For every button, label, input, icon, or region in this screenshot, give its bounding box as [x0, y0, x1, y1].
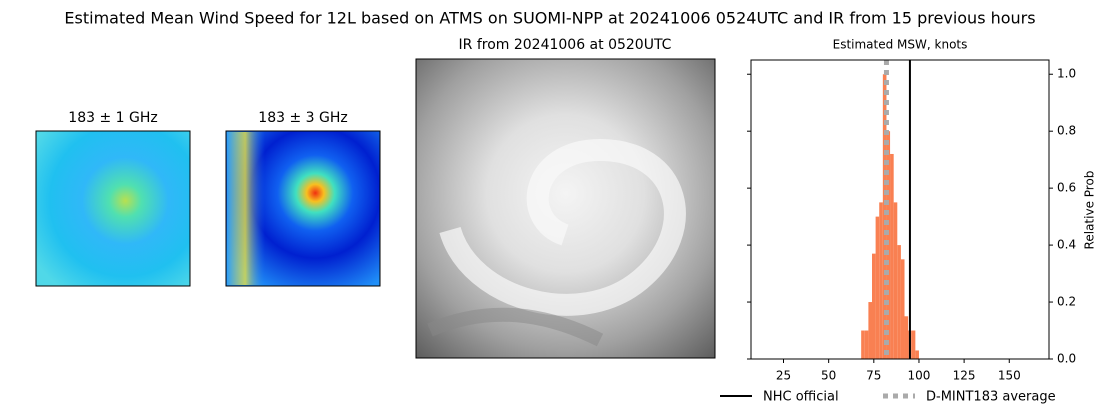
x-tick-label: 50 [821, 369, 836, 383]
ir-band [427, 307, 604, 347]
y-tick-label: 1.0 [1057, 67, 1076, 81]
bar [868, 302, 873, 359]
bar [886, 131, 891, 359]
panel-title: 183 ± 3 GHz [258, 110, 347, 126]
bar [897, 245, 901, 359]
bar [911, 330, 916, 359]
y-tick-label: 0.4 [1057, 238, 1076, 252]
bar [890, 153, 894, 359]
bar [879, 202, 883, 359]
x-tick-label: 150 [998, 369, 1021, 383]
legend-label: NHC official [763, 390, 839, 405]
plot-frame [750, 59, 1050, 360]
bar [900, 259, 905, 359]
histogram: Estimated MSW, knots Relative Prob NHC o… [720, 38, 1097, 405]
figure-title: Estimated Mean Wind Speed for 12L based … [64, 9, 1035, 28]
microwave-image [35, 130, 191, 287]
bar [904, 316, 909, 359]
y-tick-label: 0.2 [1057, 295, 1076, 309]
microwave-band [227, 132, 379, 285]
x-tick-label: 100 [908, 369, 931, 383]
bar [893, 202, 898, 359]
bar [864, 330, 869, 359]
bar [915, 350, 919, 359]
bar [872, 253, 876, 359]
ir-spiral [439, 138, 686, 316]
bar [882, 74, 887, 359]
legend-label: D-MINT183 average [926, 390, 1056, 405]
y-tick-label: 0.6 [1057, 181, 1076, 195]
x-tick-label: 75 [866, 369, 881, 383]
panel-title: IR from 20241006 at 0520UTC [459, 37, 672, 53]
bar [861, 330, 865, 359]
chart-title: Estimated MSW, knots [833, 38, 968, 52]
y-tick-label: 0.8 [1057, 124, 1076, 138]
x-tick-label: 125 [953, 369, 976, 383]
bar [875, 216, 880, 359]
panel-title: 183 ± 1 GHz [68, 110, 157, 126]
x-tick-label: 25 [776, 369, 791, 383]
y-axis-label: Relative Prob [1083, 171, 1097, 250]
y-tick-label: 0.0 [1057, 352, 1076, 366]
